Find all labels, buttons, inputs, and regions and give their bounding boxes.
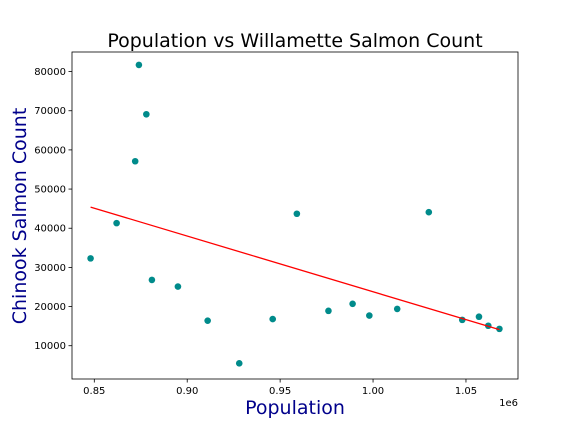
plot-area [87, 62, 502, 367]
x-tick-label: 1.05 [455, 386, 477, 397]
x-tick-label: 0.90 [176, 386, 198, 397]
data-point [325, 308, 332, 315]
y-axis: 10000 20000 30000 40000 50000 60000 70000 80000 [34, 67, 72, 352]
y-tick-label: 10000 [34, 341, 66, 352]
x-axis: 0.85 0.90 0.95 1.00 1.05 [83, 379, 477, 397]
y-tick-label: 80000 [34, 67, 66, 78]
data-point [143, 111, 150, 118]
data-point [294, 210, 301, 217]
y-tick-label: 50000 [34, 185, 66, 196]
data-point [87, 255, 94, 262]
data-point [366, 312, 373, 319]
x-tick-label: 1.00 [362, 386, 384, 397]
data-point [236, 360, 243, 367]
data-point [349, 301, 356, 308]
x-offset-label: 1e6 [499, 398, 518, 409]
x-tick-label: 0.95 [269, 386, 291, 397]
x-axis-label: Population [245, 397, 345, 419]
data-point [204, 317, 211, 324]
data-point [394, 306, 401, 313]
chart-title: Population vs Willamette Salmon Count [107, 30, 482, 52]
y-tick-label: 40000 [34, 224, 66, 235]
y-tick-label: 60000 [34, 145, 66, 156]
y-axis-label: Chinook Salmon Count [9, 108, 31, 325]
trend-line [91, 207, 500, 330]
y-tick-label: 20000 [34, 302, 66, 313]
x-tick-label: 0.85 [83, 386, 105, 397]
data-point [175, 283, 182, 290]
data-point [149, 277, 156, 284]
data-point [132, 158, 139, 165]
data-point [476, 313, 483, 320]
data-point [136, 62, 143, 69]
data-point [269, 316, 276, 323]
data-point [113, 220, 120, 227]
y-tick-label: 70000 [34, 106, 66, 117]
data-point [426, 209, 433, 216]
y-tick-label: 30000 [34, 263, 66, 274]
